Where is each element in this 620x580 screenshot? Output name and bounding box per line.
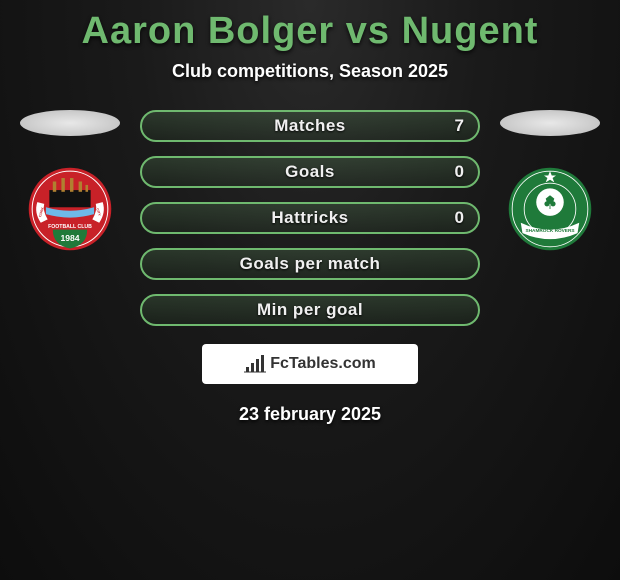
brand-badge[interactable]: FcTables.com xyxy=(202,344,418,384)
cork-city-crest-icon: FOOTBALL CLUB 1984 CORK CITY xyxy=(27,166,113,252)
left-player-column: FOOTBALL CLUB 1984 CORK CITY xyxy=(20,110,120,252)
stat-value-right: 0 xyxy=(455,208,464,228)
stat-row-hattricks: Hattricks 0 xyxy=(140,202,480,234)
right-player-silhouette xyxy=(500,110,600,136)
brand-label: FcTables.com xyxy=(270,355,376,373)
stat-row-goals-per-match: Goals per match xyxy=(140,248,480,280)
page-title: Aaron Bolger vs Nugent xyxy=(0,10,620,53)
comparison-row: FOOTBALL CLUB 1984 CORK CITY Matches 7 G… xyxy=(0,110,620,326)
bar-chart-icon xyxy=(244,355,266,373)
svg-text:SHAMROCK ROVERS: SHAMROCK ROVERS xyxy=(525,228,574,234)
left-club-crest: FOOTBALL CLUB 1984 CORK CITY xyxy=(27,166,113,252)
svg-text:FOOTBALL CLUB: FOOTBALL CLUB xyxy=(48,224,92,230)
stat-value-right: 0 xyxy=(455,162,464,182)
subtitle: Club competitions, Season 2025 xyxy=(0,61,620,82)
stat-label: Goals per match xyxy=(240,254,381,274)
stat-value-right: 7 xyxy=(455,116,464,136)
right-club-crest: SHAMROCK ROVERS xyxy=(507,166,593,252)
stat-row-min-per-goal: Min per goal xyxy=(140,294,480,326)
stats-column: Matches 7 Goals 0 Hattricks 0 Goals per … xyxy=(140,110,480,326)
svg-text:1984: 1984 xyxy=(60,233,79,243)
stat-row-goals: Goals 0 xyxy=(140,156,480,188)
stat-label: Goals xyxy=(285,162,335,182)
left-player-silhouette xyxy=(20,110,120,136)
right-player-column: SHAMROCK ROVERS xyxy=(500,110,600,252)
stat-label: Min per goal xyxy=(257,300,363,320)
shamrock-rovers-crest-icon: SHAMROCK ROVERS xyxy=(507,166,593,252)
date-label: 23 february 2025 xyxy=(0,404,620,425)
stat-label: Hattricks xyxy=(271,208,348,228)
stat-label: Matches xyxy=(274,116,346,136)
stat-row-matches: Matches 7 xyxy=(140,110,480,142)
